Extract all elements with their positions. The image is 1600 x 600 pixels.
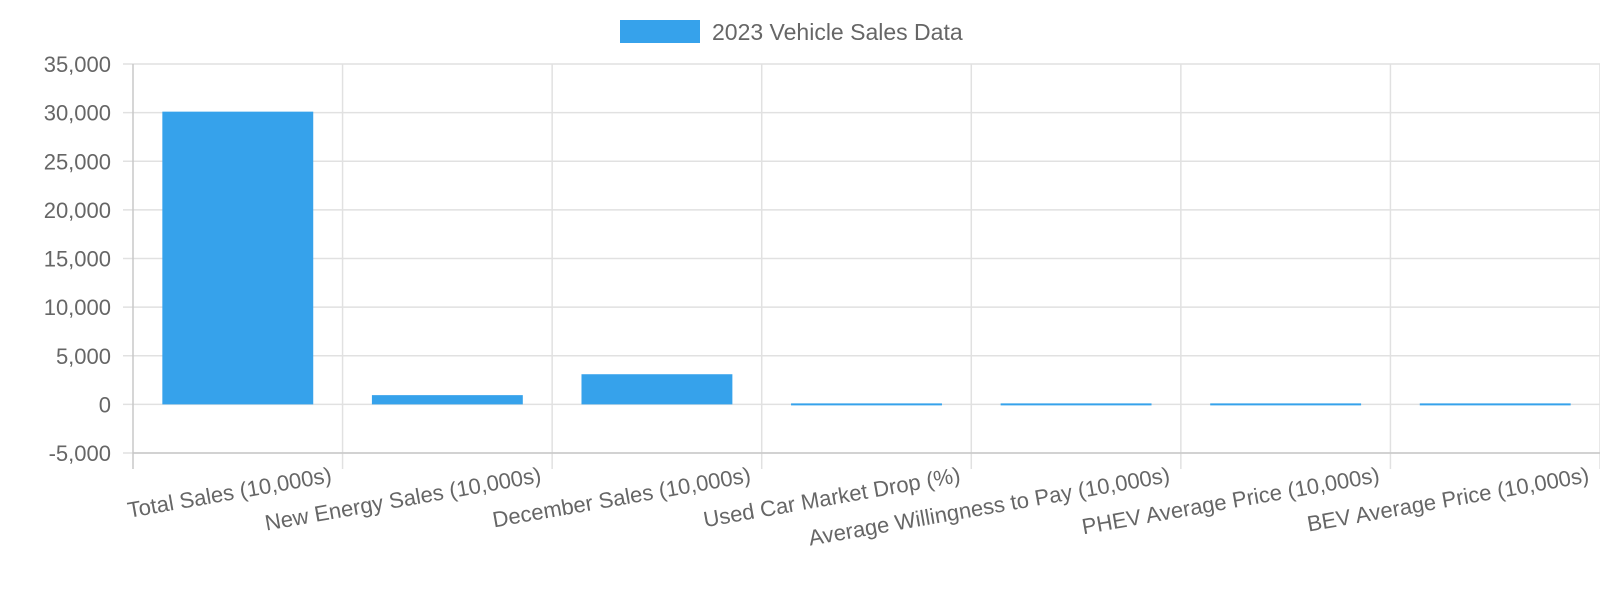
bar[interactable] xyxy=(162,111,314,405)
legend[interactable]: 2023 Vehicle Sales Data xyxy=(620,19,963,45)
y-axis-ticks: 35,000 30,000 25,000 20,000 15,000 10,000 5,00… xyxy=(44,52,111,466)
bar[interactable] xyxy=(791,403,942,406)
y-tick-label: -5,000 xyxy=(49,441,111,466)
gridlines xyxy=(123,63,1600,469)
y-tick-label: 20,000 xyxy=(44,198,111,223)
bar[interactable] xyxy=(581,374,733,405)
x-axis-ticks: Total Sales (10,000s)New Energy Sales (1… xyxy=(126,462,1591,550)
y-tick-label: 10,000 xyxy=(44,295,111,320)
bar[interactable] xyxy=(1210,403,1362,406)
x-tick-label: Average Willingness to Pay (10,000s) xyxy=(806,462,1171,550)
y-tick-label: 15,000 xyxy=(44,247,111,272)
bars xyxy=(162,111,1571,406)
y-tick-label: 5,000 xyxy=(56,344,111,369)
y-tick-label: 30,000 xyxy=(44,101,111,126)
legend-swatch xyxy=(620,20,700,43)
y-tick-label: 0 xyxy=(99,392,111,417)
bar[interactable] xyxy=(371,395,523,405)
y-tick-label: 35,000 xyxy=(44,52,111,77)
bar[interactable] xyxy=(1419,403,1571,406)
y-tick-label: 25,000 xyxy=(44,149,111,174)
bar[interactable] xyxy=(1000,403,1152,406)
legend-label: 2023 Vehicle Sales Data xyxy=(712,19,963,45)
